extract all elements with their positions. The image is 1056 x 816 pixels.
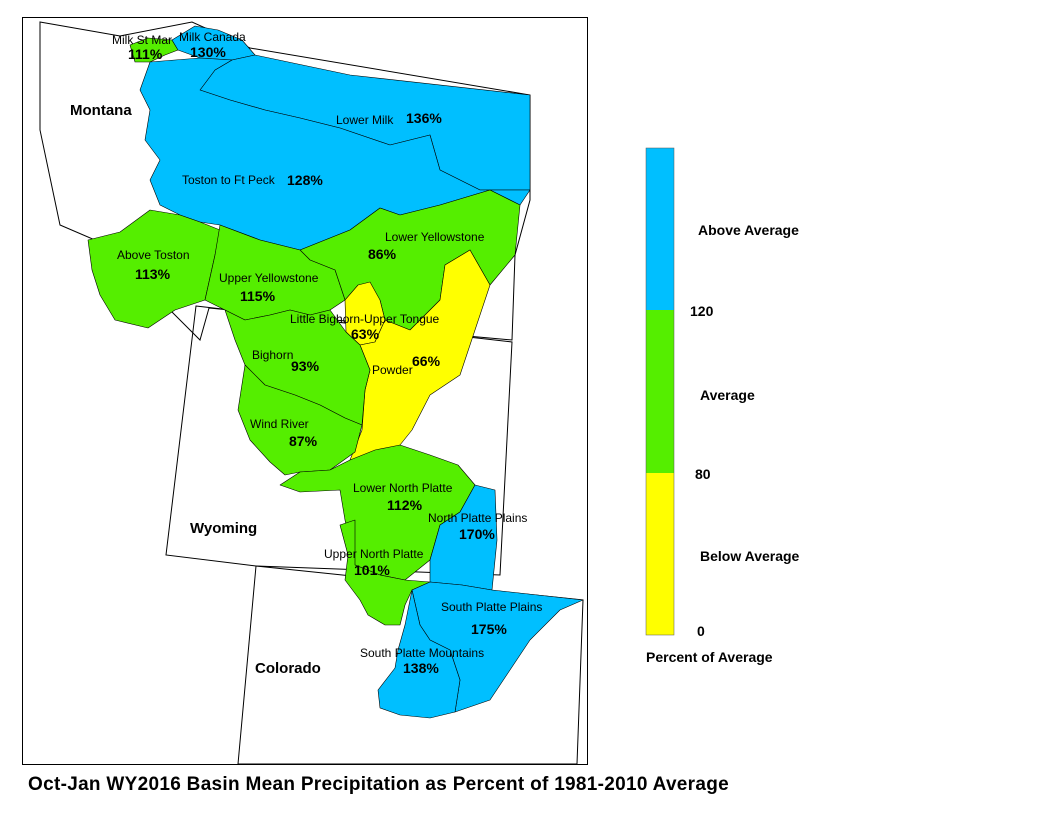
legend-swatch-below (646, 473, 674, 635)
legend-break-80: 80 (695, 466, 711, 482)
basin-name-milk-st-mary: Milk St Mar (112, 33, 172, 47)
basin-value-lower-milk: 136% (406, 110, 442, 126)
legend-break-120: 120 (690, 303, 714, 319)
basin-value-wind-river: 87% (289, 433, 318, 449)
basin-value-south-platte-mountains: 138% (403, 660, 439, 676)
state-label-montana: Montana (70, 102, 132, 119)
basin-name-south-platte-mountains: South Platte Mountains (360, 646, 484, 660)
basin-value-bighorn: 93% (291, 358, 320, 374)
basin-value-lower-yellowstone: 86% (368, 246, 397, 262)
basin-name-milk-canada: Milk Canada (179, 30, 246, 44)
basin-upper-north-platte (339, 519, 431, 626)
legend-label-below: Below Average (700, 548, 800, 564)
basin-name-north-platte-plains: North Platte Plains (428, 511, 527, 525)
basin-name-wind-river: Wind River (250, 417, 309, 431)
state-label-wyoming: Wyoming (190, 520, 257, 537)
basin-name-lower-milk: Lower Milk (336, 113, 394, 127)
legend-break-0: 0 (697, 623, 705, 639)
basin-value-toston-ft-peck: 128% (287, 172, 323, 188)
legend: Above Average Average Below Average 120 … (645, 147, 800, 665)
map-title: Oct-Jan WY2016 Basin Mean Precipitation … (28, 774, 730, 795)
legend-label-above: Above Average (698, 222, 799, 238)
basin-south-platte-mountains (377, 589, 461, 719)
basin-name-upper-north-platte: Upper North Platte (324, 547, 424, 561)
basin-value-north-platte-plains: 170% (459, 526, 495, 542)
basin-value-south-platte-plains: 175% (471, 621, 507, 637)
basin-value-little-bighorn: 63% (351, 326, 380, 342)
basin-value-upper-north-platte: 101% (354, 562, 390, 578)
legend-swatch-above (646, 148, 674, 310)
basin-name-little-bighorn: Little Bighorn-Upper Tongue (290, 312, 440, 326)
basin-value-lower-north-platte: 112% (387, 497, 423, 513)
legend-outline (645, 147, 675, 636)
state-label-colorado: Colorado (255, 660, 321, 677)
basin-value-above-toston: 113% (135, 266, 171, 282)
basin-milk-st-mary (129, 37, 179, 63)
basin-value-powder: 66% (412, 353, 441, 369)
basin-name-lower-yellowstone: Lower Yellowstone (385, 230, 485, 244)
legend-title: Percent of Average (646, 649, 773, 665)
legend-label-average: Average (700, 387, 755, 403)
basin-name-south-platte-plains: South Platte Plains (441, 600, 542, 614)
basin-name-bighorn: Bighorn (252, 348, 293, 362)
basin-name-upper-yellowstone: Upper Yellowstone (219, 271, 319, 285)
basin-name-lower-north-platte: Lower North Platte (353, 481, 453, 495)
basin-name-above-toston: Above Toston (117, 248, 190, 262)
legend-swatch-average (646, 310, 674, 473)
basin-value-milk-canada: 130% (190, 44, 226, 60)
basin-wind-river (237, 364, 363, 476)
basin-value-milk-st-mary: 111% (128, 46, 163, 62)
basin-name-toston-ft-peck: Toston to Ft Peck (182, 173, 276, 187)
basin-value-upper-yellowstone: 115% (240, 288, 276, 304)
basin-name-powder: Powder (372, 363, 413, 377)
